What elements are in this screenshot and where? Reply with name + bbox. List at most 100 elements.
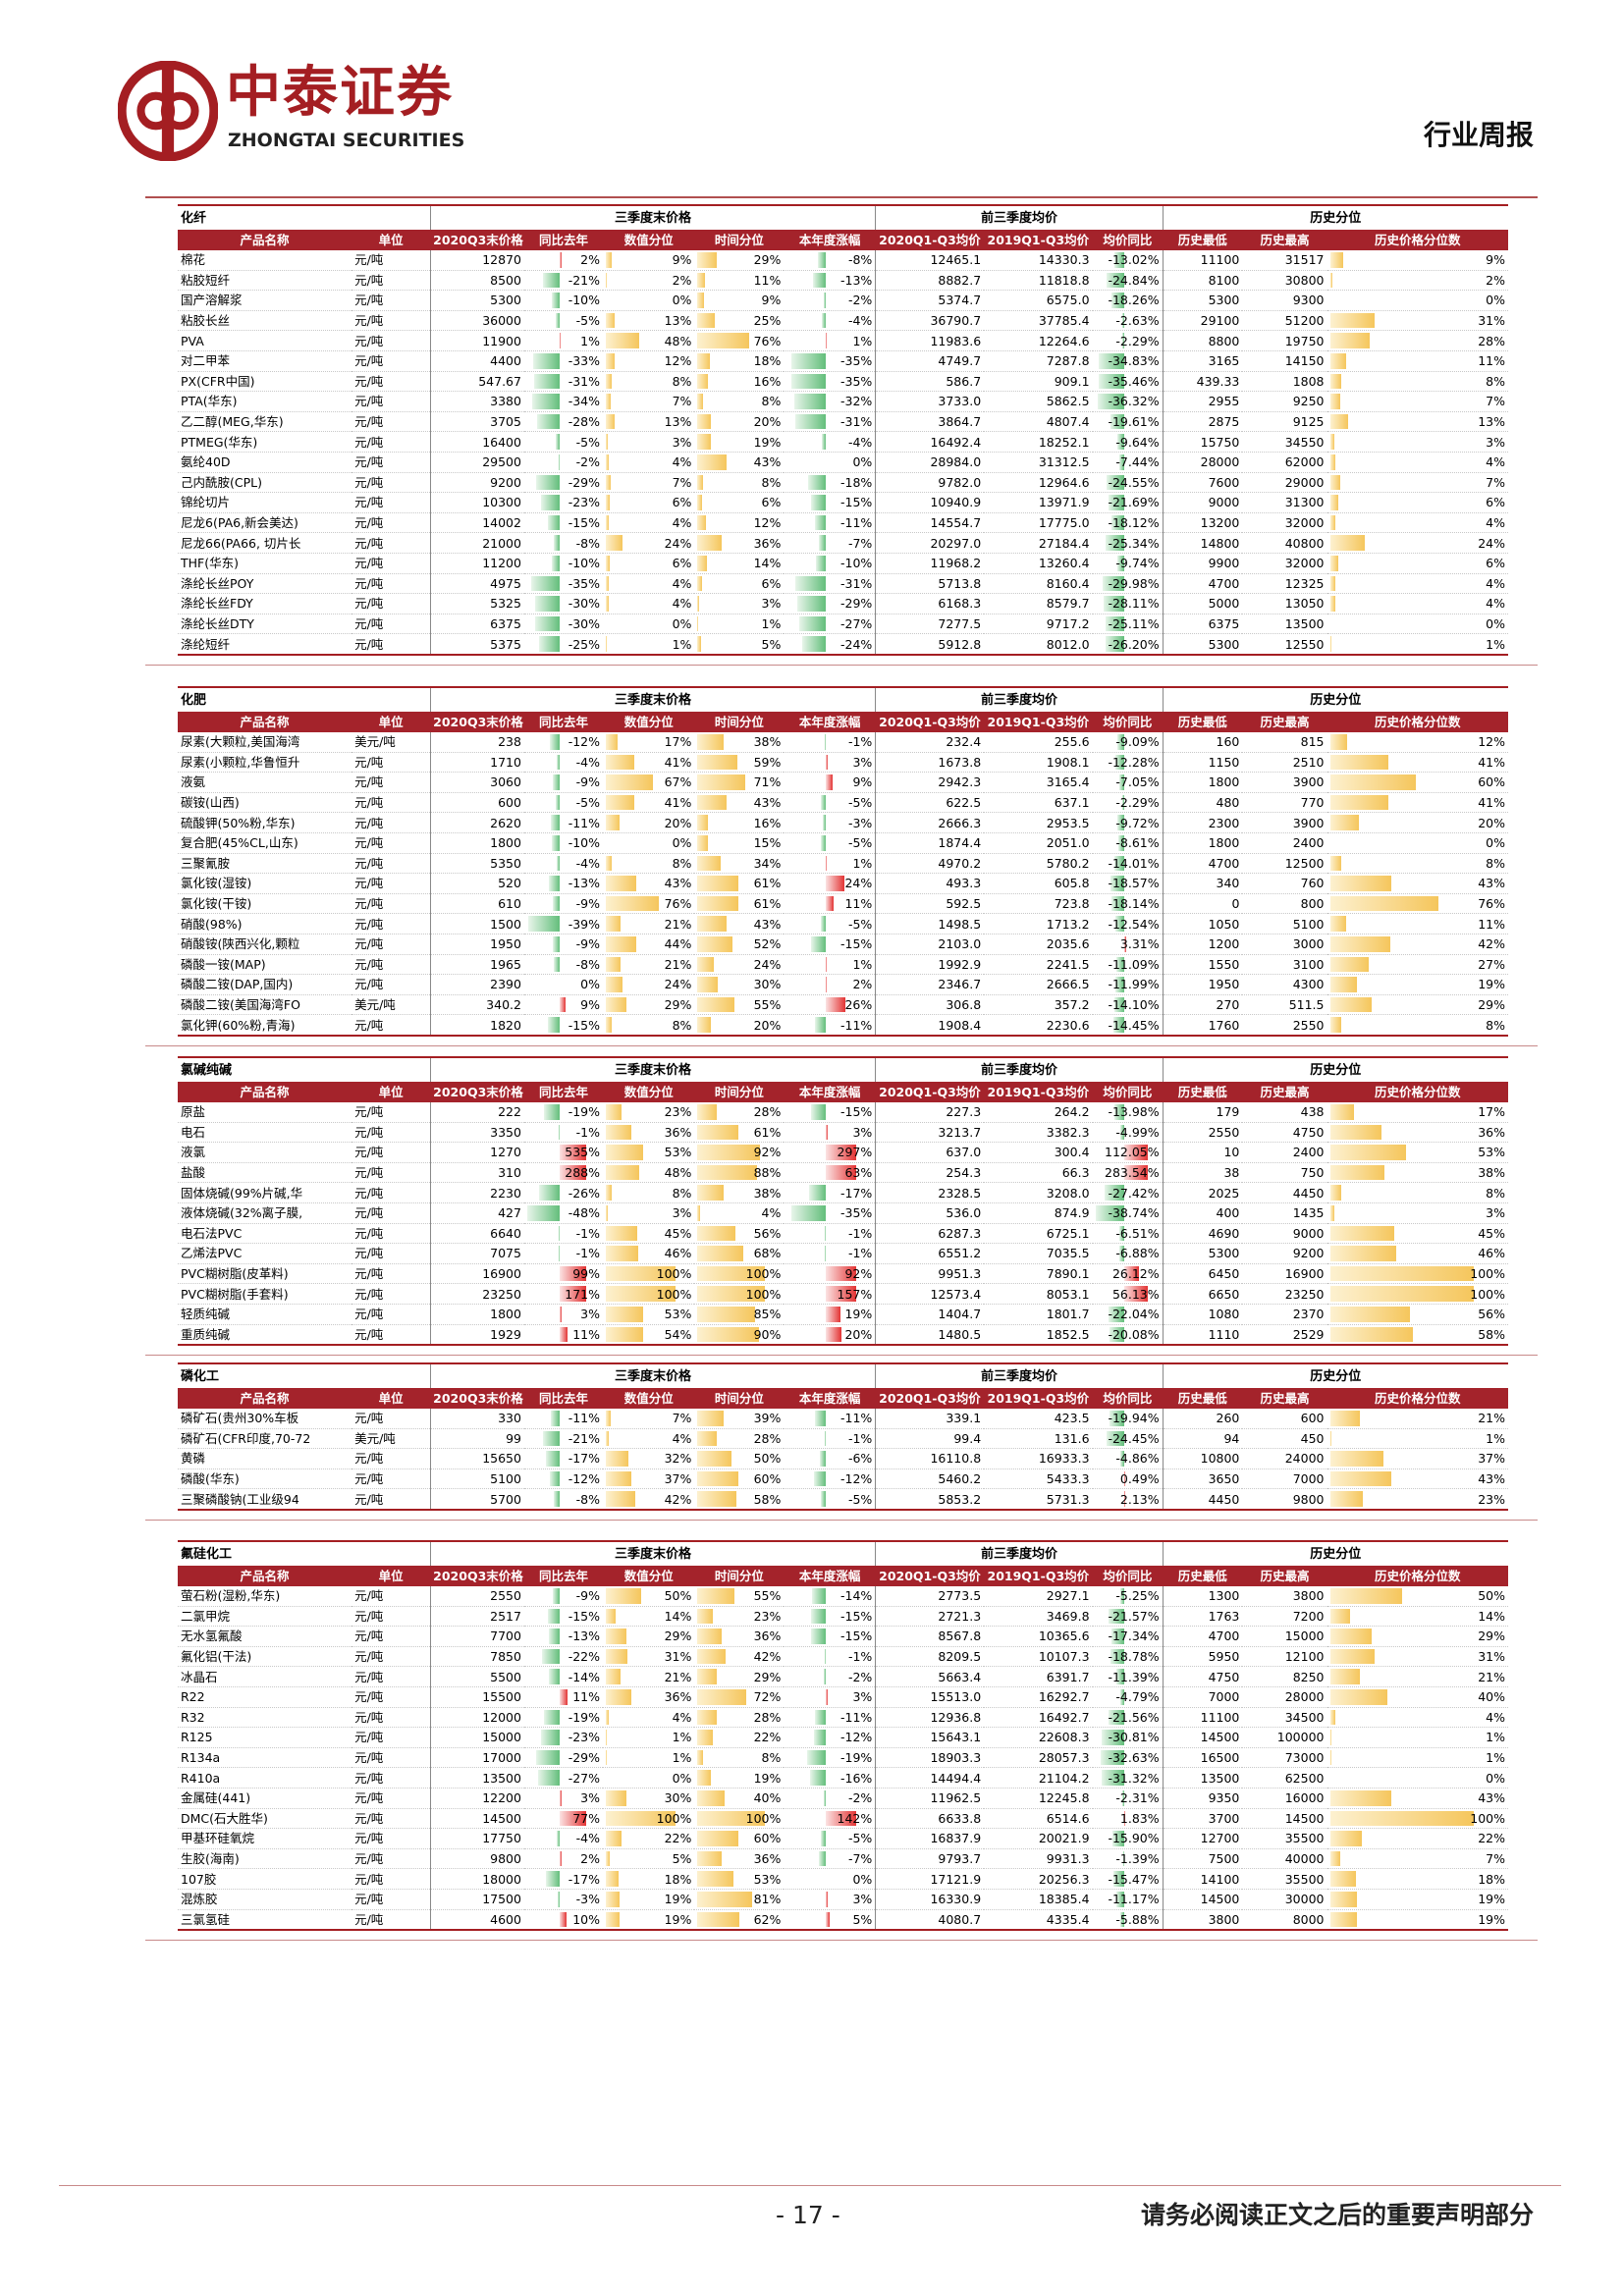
data-bar xyxy=(1113,1017,1124,1033)
cell-ytd-change: 0% xyxy=(784,1868,877,1890)
column-header-hist-percentile: 历史价格分位数 xyxy=(1326,712,1508,732)
cell-yoy-change: -5% xyxy=(523,310,604,332)
cell-text: 10800 xyxy=(1200,1451,1240,1467)
cell-yoy-change: -31% xyxy=(523,371,604,393)
cell-text: 46% xyxy=(664,1246,692,1261)
data-bar xyxy=(1329,1017,1342,1033)
cell-text: -11% xyxy=(839,1709,873,1725)
cell-text: 7000 xyxy=(1208,1689,1240,1705)
cell-text: -15% xyxy=(839,495,873,510)
data-bar xyxy=(697,774,746,790)
data-bar xyxy=(550,734,561,750)
cell-q3-end-price: 6640 xyxy=(430,1223,524,1245)
cell-text: 20% xyxy=(844,1326,873,1342)
data-bar xyxy=(551,293,561,308)
cell-text: 9717.2 xyxy=(1046,615,1090,631)
cell-hist-low: 8100 xyxy=(1163,270,1243,292)
cell-text: 13050 xyxy=(1284,596,1325,612)
cell-ytd-change: -16% xyxy=(784,1767,877,1789)
cell-text: -11% xyxy=(568,815,601,830)
cell-hist-high: 7200 xyxy=(1242,1606,1327,1628)
data-bar xyxy=(606,1104,623,1120)
cell-text: 14100 xyxy=(1200,1871,1240,1887)
cell-text: -28.11% xyxy=(1108,596,1160,612)
data-bar xyxy=(1106,535,1124,551)
cell-text: 40% xyxy=(1478,1689,1505,1705)
cell-text: 元/吨 xyxy=(354,575,384,591)
cell-product-name: 二氯甲烷 xyxy=(178,1606,352,1628)
cell-q3-end-price: 3350 xyxy=(430,1122,524,1144)
data-bar xyxy=(1110,1648,1124,1665)
cell-text: -35.46% xyxy=(1108,373,1160,389)
cell-hist-percentile: 43% xyxy=(1326,873,1508,894)
cell-text: 10107.3 xyxy=(1038,1649,1090,1665)
data-bar xyxy=(547,1017,561,1033)
data-bar xyxy=(1329,1810,1474,1827)
cell-text: 12% xyxy=(664,353,692,369)
cell-text: 26.12% xyxy=(1111,1266,1160,1282)
cell-avg-2020: 5853.2 xyxy=(875,1488,985,1511)
cell-text: R22 xyxy=(181,1689,205,1705)
column-header-q3-end-price: 2020Q3末价格 xyxy=(430,712,524,732)
cell-text: 8% xyxy=(672,1185,692,1201)
data-bar xyxy=(1117,734,1124,750)
cell-q3-end-price: 7850 xyxy=(430,1646,524,1668)
cell-q3-end-price: 1500 xyxy=(430,913,524,934)
cell-ytd-change: 26% xyxy=(784,994,877,1016)
data-bar xyxy=(697,1810,766,1827)
company-name-en: ZHONGTAI SECURITIES xyxy=(228,130,465,151)
cell-text: 439.33 xyxy=(1196,373,1240,389)
cell-text: 9000 xyxy=(1208,495,1240,510)
data-bar xyxy=(697,1265,766,1282)
cell-hist-low: 1950 xyxy=(1163,974,1243,995)
data-bar xyxy=(552,1588,561,1604)
cell-product-name: 乙二醇(MEG,华东) xyxy=(178,411,352,433)
cell-text: 605.8 xyxy=(1054,876,1090,891)
cell-text: 23250 xyxy=(482,1286,521,1302)
cell-text: 12200 xyxy=(482,1790,521,1806)
section-caption-row: 氟硅化工 三季度末价格 前三季度均价 历史分位 xyxy=(178,1540,1508,1566)
cell-text: 6640 xyxy=(490,1225,521,1241)
cell-hist-high: 760 xyxy=(1242,873,1327,894)
cell-avg-2020: 306.8 xyxy=(875,994,985,1016)
cell-text: 6% xyxy=(1486,495,1505,510)
cell-product-name: R134a xyxy=(178,1747,352,1769)
cell-text: -11.99% xyxy=(1108,977,1160,992)
data-bar xyxy=(1329,1265,1474,1282)
cell-text: 乙烯法PVC xyxy=(181,1246,243,1261)
cell-text: 330 xyxy=(498,1411,521,1426)
cell-avg-2019: 2953.5 xyxy=(984,812,1093,833)
data-bar xyxy=(606,535,623,551)
cell-text: 粘胶短纤 xyxy=(181,272,231,288)
cell-text: 30800 xyxy=(1284,272,1325,288)
cell-text: 氯化铵(湿铵) xyxy=(181,876,252,891)
section-table-2: 化肥 三季度末价格 前三季度均价 历史分位 产品名称 单位 2020Q3末价格 同比去年 数值分… xyxy=(178,686,1508,1037)
cell-hist-high: 12325 xyxy=(1242,573,1327,595)
cell-text: 14800 xyxy=(1200,535,1240,551)
cell-value-percentile: 8% xyxy=(603,1182,695,1203)
column-header-time-percentile: 时间分位 xyxy=(694,1388,785,1409)
cell-text: 乙二醇(MEG,华东) xyxy=(181,414,284,430)
cell-text: 元/吨 xyxy=(354,1851,384,1867)
cell-hist-high: 1435 xyxy=(1242,1202,1327,1224)
cell-time-percentile: 19% xyxy=(694,1767,785,1789)
cell-avg-yoy: -7.05% xyxy=(1092,772,1164,793)
cell-q3-end-price: 17750 xyxy=(430,1828,524,1849)
cell-text: 6551.2 xyxy=(938,1246,982,1261)
cell-text: 43% xyxy=(664,876,692,891)
cell-text: 14500 xyxy=(1200,1892,1240,1907)
cell-text: 62000 xyxy=(1284,454,1325,470)
data-bar xyxy=(1329,1749,1331,1766)
cell-avg-yoy: -11.39% xyxy=(1092,1666,1164,1687)
data-bar xyxy=(1106,272,1124,289)
cell-text: 2400 xyxy=(1292,835,1325,851)
cell-text: -22% xyxy=(568,1649,601,1665)
table-row: 磷矿石(贵州30%车板 元/吨 330 -11% 7% 39% -11% 339.1 423.5… xyxy=(178,1409,1508,1429)
cell-text: 2620 xyxy=(490,815,521,830)
cell-time-percentile: 29% xyxy=(694,250,785,271)
data-bar xyxy=(551,555,561,571)
cell-yoy-change: -14% xyxy=(523,1666,604,1687)
cell-text: -31% xyxy=(839,575,873,591)
cell-value-percentile: 2% xyxy=(603,270,695,292)
cell-unit: 元/吨 xyxy=(352,350,431,372)
